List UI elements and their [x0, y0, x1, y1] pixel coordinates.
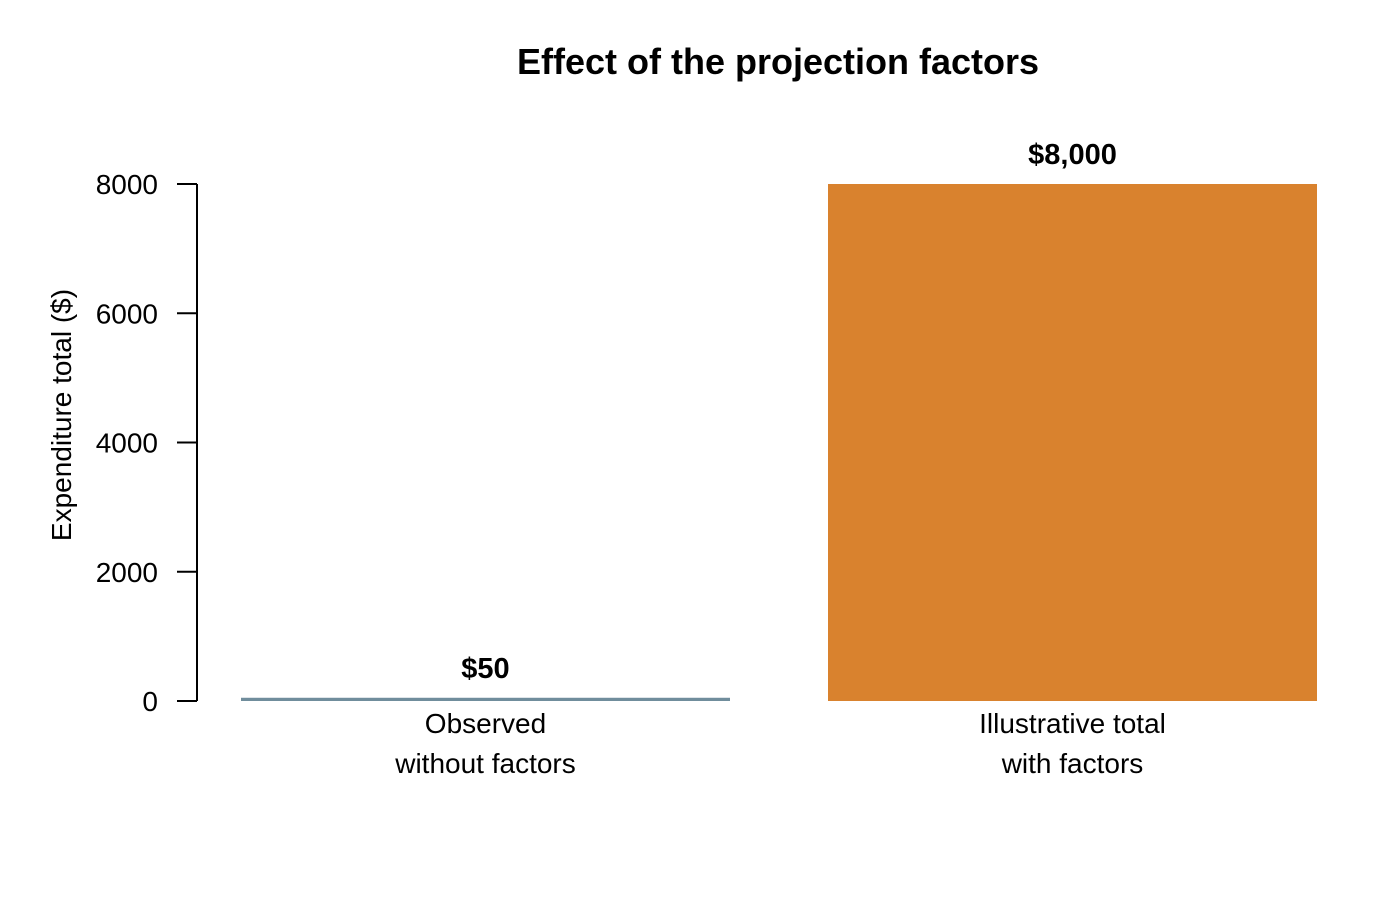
- category-labels: Observed without factors Illustrative tota…: [394, 708, 1166, 779]
- x-category-label: without factors: [394, 748, 576, 779]
- y-tick-label: 6000: [96, 298, 158, 329]
- x-category-label: with factors: [1001, 748, 1144, 779]
- chart-title: Effect of the projection factors: [517, 41, 1039, 82]
- x-category-label: Observed: [425, 708, 546, 739]
- bar: [828, 184, 1317, 701]
- data-labels: $50 $8,000: [461, 139, 1117, 685]
- data-label: $50: [461, 653, 509, 685]
- y-tick-label: 2000: [96, 557, 158, 588]
- bars: [241, 184, 1317, 701]
- data-label: $8,000: [1028, 139, 1117, 171]
- y-tick-label: 0: [142, 686, 158, 717]
- x-category-label: Illustrative total: [979, 708, 1166, 739]
- bar: [241, 697, 730, 701]
- y-axis-title: Expenditure total ($): [46, 289, 77, 541]
- y-axis: 0 2000 4000 6000 8000: [96, 169, 198, 717]
- y-tick-label: 4000: [96, 428, 158, 459]
- y-tick-label: 8000: [96, 169, 158, 200]
